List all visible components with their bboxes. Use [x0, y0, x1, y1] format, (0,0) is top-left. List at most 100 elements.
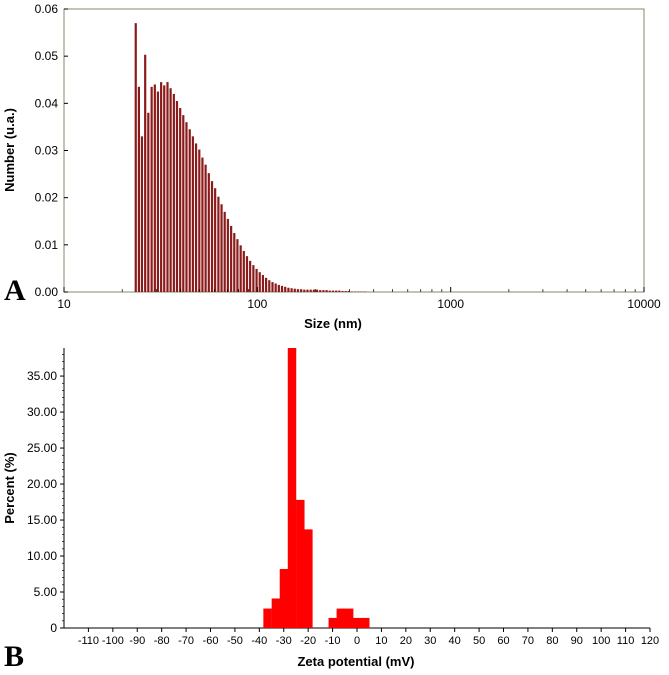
size-bar [175, 100, 179, 292]
size-bar [242, 250, 245, 292]
size-bar [354, 291, 357, 293]
zeta-x-tick-label: -60 [203, 635, 219, 647]
zeta-x-tick-label: 50 [473, 635, 485, 647]
zeta-y-axis-title: Percent (%) [2, 452, 17, 524]
size-bar [293, 288, 296, 292]
zeta-x-tick-label: -80 [154, 635, 170, 647]
size-bar [220, 204, 223, 292]
zeta-x-tick-label: -100 [102, 635, 124, 647]
size-bar [207, 173, 210, 292]
size-bar [191, 136, 194, 292]
zeta-y-tick-label: 0 [50, 621, 57, 635]
size-bar [163, 85, 166, 292]
size-y-tick-label: 0.05 [35, 49, 59, 63]
size-bar [341, 291, 344, 292]
size-bar [325, 290, 328, 292]
zeta-x-tick-label: -40 [251, 635, 267, 647]
size-bar [239, 245, 242, 292]
size-bar [350, 291, 354, 293]
size-bar [185, 122, 188, 292]
panel-letter-b: B [4, 640, 24, 673]
size-bar [335, 290, 338, 292]
size-bar [153, 84, 156, 292]
size-bar [230, 225, 233, 292]
zeta-bar [344, 608, 354, 628]
size-bar [322, 290, 325, 292]
size-y-tick-label: 0.03 [35, 144, 59, 158]
size-bar [150, 86, 153, 292]
size-y-tick-label: 0.04 [35, 96, 59, 110]
zeta-x-tick-label: 10 [375, 635, 387, 647]
zeta-x-tick-label: -110 [78, 635, 99, 647]
zeta-x-tick-label: 120 [641, 635, 659, 647]
size-bar [331, 290, 335, 292]
zeta-x-tick-label: -70 [178, 635, 194, 647]
size-bar [249, 260, 252, 292]
size-bar [277, 284, 280, 292]
zeta-x-tick-label: 110 [617, 635, 635, 647]
zeta-bar [304, 529, 313, 628]
size-y-tick-label: 0.01 [35, 238, 59, 252]
size-bar [166, 82, 169, 292]
zeta-x-tick-label: 70 [522, 635, 534, 647]
size-bar [160, 82, 163, 292]
zeta-bars [263, 348, 370, 628]
size-bar [144, 54, 147, 292]
size-bar [214, 188, 217, 292]
size-y-tick-label: 0.00 [35, 285, 59, 299]
size-bar [179, 108, 182, 292]
size-bar [261, 275, 265, 292]
size-bar [252, 265, 255, 292]
zeta-potential-chart: 05.0010.0015.0020.0025.0030.0035.00-110-… [2, 348, 659, 673]
zeta-x-axis-title: Zeta potential (mV) [297, 654, 414, 669]
size-bar [347, 291, 350, 292]
size-bar [134, 23, 137, 293]
size-bar [312, 289, 315, 292]
size-bar [188, 129, 191, 292]
zeta-y-tick-label: 25.00 [27, 441, 57, 455]
size-bar [223, 211, 226, 292]
size-bar [287, 287, 290, 292]
zeta-y-tick-label: 15.00 [27, 513, 57, 527]
size-bar [303, 289, 306, 292]
size-x-tick-label: 10 [57, 297, 71, 311]
zeta-bar [279, 568, 289, 628]
zeta-bar [263, 608, 272, 628]
zeta-x-tick-label: -30 [276, 635, 292, 647]
zeta-bar [352, 617, 362, 628]
zeta-y-tick-label: 20.00 [27, 477, 57, 491]
size-bar [233, 233, 236, 292]
size-bar [172, 93, 175, 293]
zeta-x-tick-label: -50 [227, 635, 243, 647]
size-bar [156, 91, 160, 292]
size-x-tick-label: 10000 [627, 297, 661, 311]
zeta-x-tick-label: 90 [571, 635, 583, 647]
size-bar [280, 285, 284, 292]
size-bar [226, 218, 229, 292]
size-bar [236, 239, 239, 292]
size-bar [284, 286, 287, 292]
size-bar [194, 143, 198, 292]
zeta-y-tick-label: 10.00 [27, 549, 57, 563]
size-bar [296, 289, 300, 292]
size-bar [309, 289, 312, 292]
zeta-x-tick-label: 40 [449, 635, 461, 647]
size-axis-ticks: 0.00 0.01 0.02 0.03 0.04 0.05 0.06 10 100 1000 100… [35, 2, 661, 311]
zeta-x-tick-label: -90 [129, 635, 145, 647]
zeta-y-tick-label: 5.00 [34, 585, 58, 599]
zeta-bar [336, 608, 346, 628]
size-bar [315, 289, 319, 292]
size-bar [137, 86, 140, 292]
size-bar [204, 164, 207, 292]
zeta-bar [361, 617, 370, 628]
zeta-bar [287, 348, 297, 628]
size-x-tick-label: 1000 [437, 297, 464, 311]
size-bar [255, 268, 258, 292]
size-bar [328, 290, 331, 292]
size-bar [306, 289, 309, 292]
zeta-bar [271, 598, 281, 628]
size-bar [338, 290, 341, 292]
zeta-bar [328, 617, 338, 628]
zeta-bar [296, 499, 305, 628]
